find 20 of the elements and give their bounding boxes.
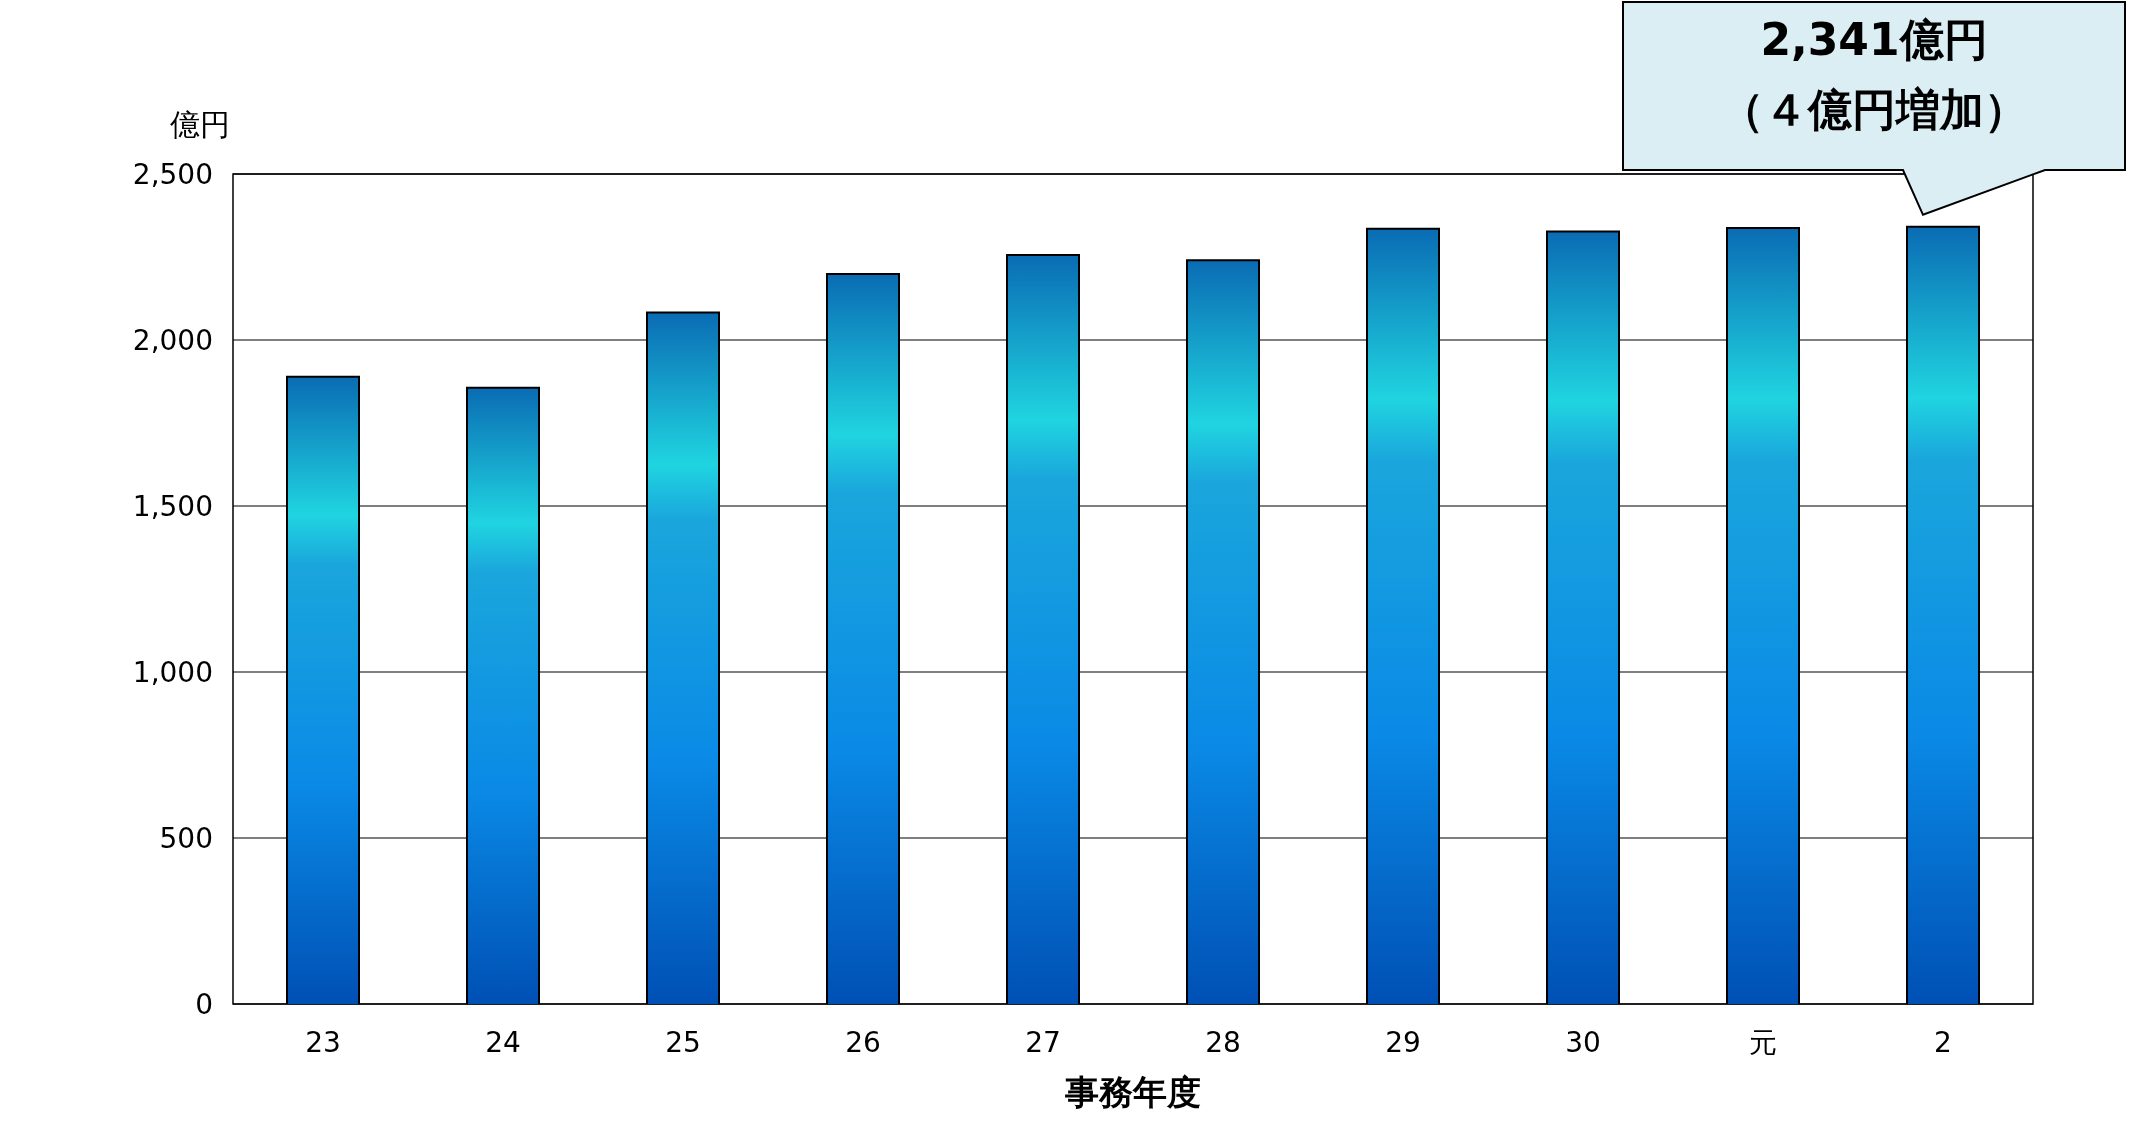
x-tick-label: 24 [485,1026,521,1059]
x-tick-label: 30 [1565,1026,1601,1059]
x-tick-label: 26 [845,1026,881,1059]
x-axis-title: 事務年度 [1064,1072,1201,1112]
x-tick-label: 28 [1205,1026,1241,1059]
y-axis-title: 億円 [170,107,230,142]
text: （４億円増加） [1720,84,2028,135]
y-tick-label: 1,500 [132,490,213,523]
text: 2,341億円 [1760,14,1988,65]
y-tick-label: 2,000 [132,324,213,357]
y-tick-label: 0 [195,988,213,1021]
y-tick-label: 2,500 [132,158,213,191]
x-tick-label: 2 [1934,1026,1952,1059]
x-tick-label: 29 [1385,1026,1421,1059]
x-tick-label: 25 [665,1026,701,1059]
x-tick-label: 元 [1749,1026,1777,1059]
x-tick-label: 23 [305,1026,341,1059]
y-tick-label: 1,000 [132,656,213,689]
x-tick-label: 27 [1025,1026,1061,1059]
y-tick-label: 500 [159,822,213,855]
